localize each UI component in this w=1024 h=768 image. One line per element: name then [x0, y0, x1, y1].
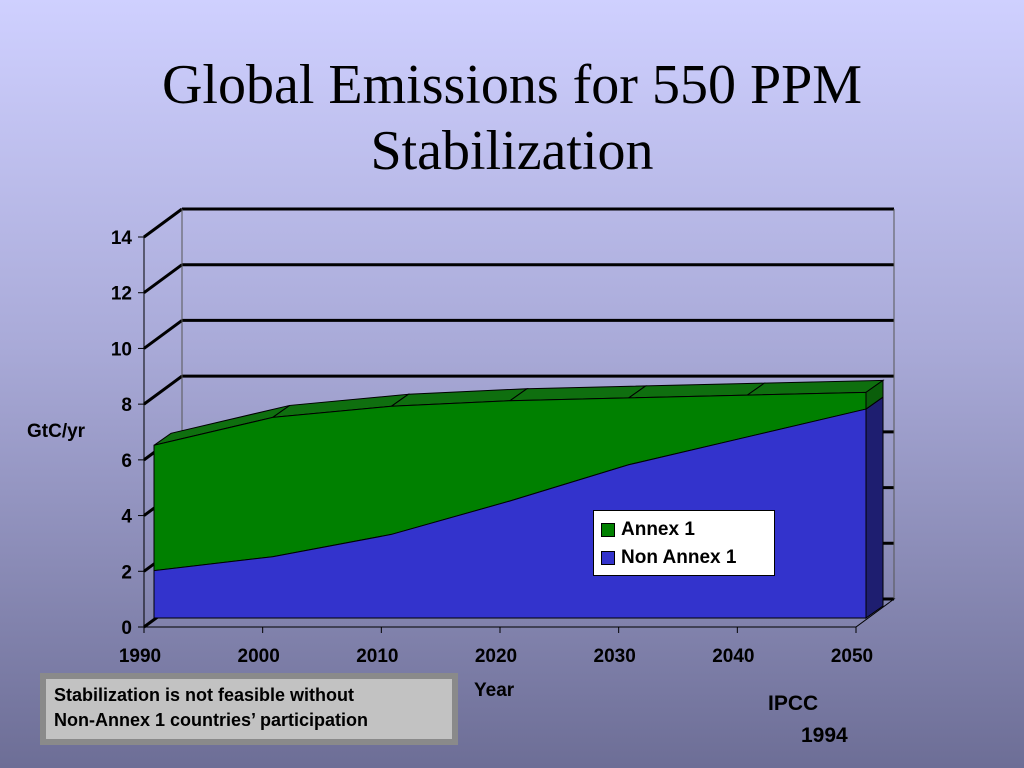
- y-tick-label-10: 10: [111, 339, 132, 360]
- x-tick-label-1990: 1990: [119, 646, 161, 667]
- y-tick-label-2: 2: [121, 562, 132, 583]
- gridline-side-12: [143, 263, 183, 294]
- source-line-2: 1994: [801, 724, 848, 747]
- stabilization-note-box: Stabilization is not feasible without No…: [40, 673, 458, 745]
- x-tick-label-2030: 2030: [594, 646, 636, 667]
- legend-swatch-annex-1: [601, 523, 615, 537]
- source-citation: IPCC 1994: [768, 688, 848, 752]
- legend-item-non-annex-1: Non Annex 1: [594, 544, 774, 572]
- note-line-2: Non-Annex 1 countries’ participation: [54, 710, 369, 730]
- chart-legend: Annex 1 Non Annex 1: [593, 510, 775, 576]
- y-tick-label-4: 4: [121, 507, 132, 528]
- slide-title: Global Emissions for 550 PPM Stabilizati…: [0, 52, 1024, 184]
- legend-label-non-annex-1: Non Annex 1: [621, 547, 737, 568]
- gridline-side-14: [143, 207, 183, 239]
- x-tick-label-2020: 2020: [475, 646, 517, 667]
- legend-swatch-non-annex-1: [601, 551, 615, 565]
- y-axis-label: GtC/yr: [27, 421, 86, 442]
- y-tick-label-8: 8: [121, 395, 132, 416]
- legend-item-annex-1: Annex 1: [594, 516, 774, 544]
- annex-1-side-face: [865, 379, 884, 411]
- non-annex-1-side-face: [865, 396, 884, 619]
- x-axis-label: Year: [474, 680, 515, 701]
- title-line-1: Global Emissions for 550 PPM: [161, 54, 863, 116]
- gridline-side-10: [143, 319, 183, 350]
- legend-label-annex-1: Annex 1: [621, 519, 695, 540]
- x-tick-label-2040: 2040: [712, 646, 754, 667]
- x-tick-label-2010: 2010: [356, 646, 398, 667]
- y-tick-label-6: 6: [121, 451, 132, 472]
- y-tick-label-0: 0: [121, 618, 132, 639]
- x-tick-label-2000: 2000: [238, 646, 280, 667]
- y-tick-label-12: 12: [111, 284, 132, 305]
- note-line-1: Stabilization is not feasible without: [54, 685, 355, 705]
- source-line-1: IPCC: [768, 692, 819, 715]
- title-line-2: Stabilization: [370, 120, 654, 182]
- gridline-side-8: [143, 374, 183, 406]
- x-tick-label-2050: 2050: [831, 646, 873, 667]
- y-tick-label-14: 14: [111, 228, 133, 249]
